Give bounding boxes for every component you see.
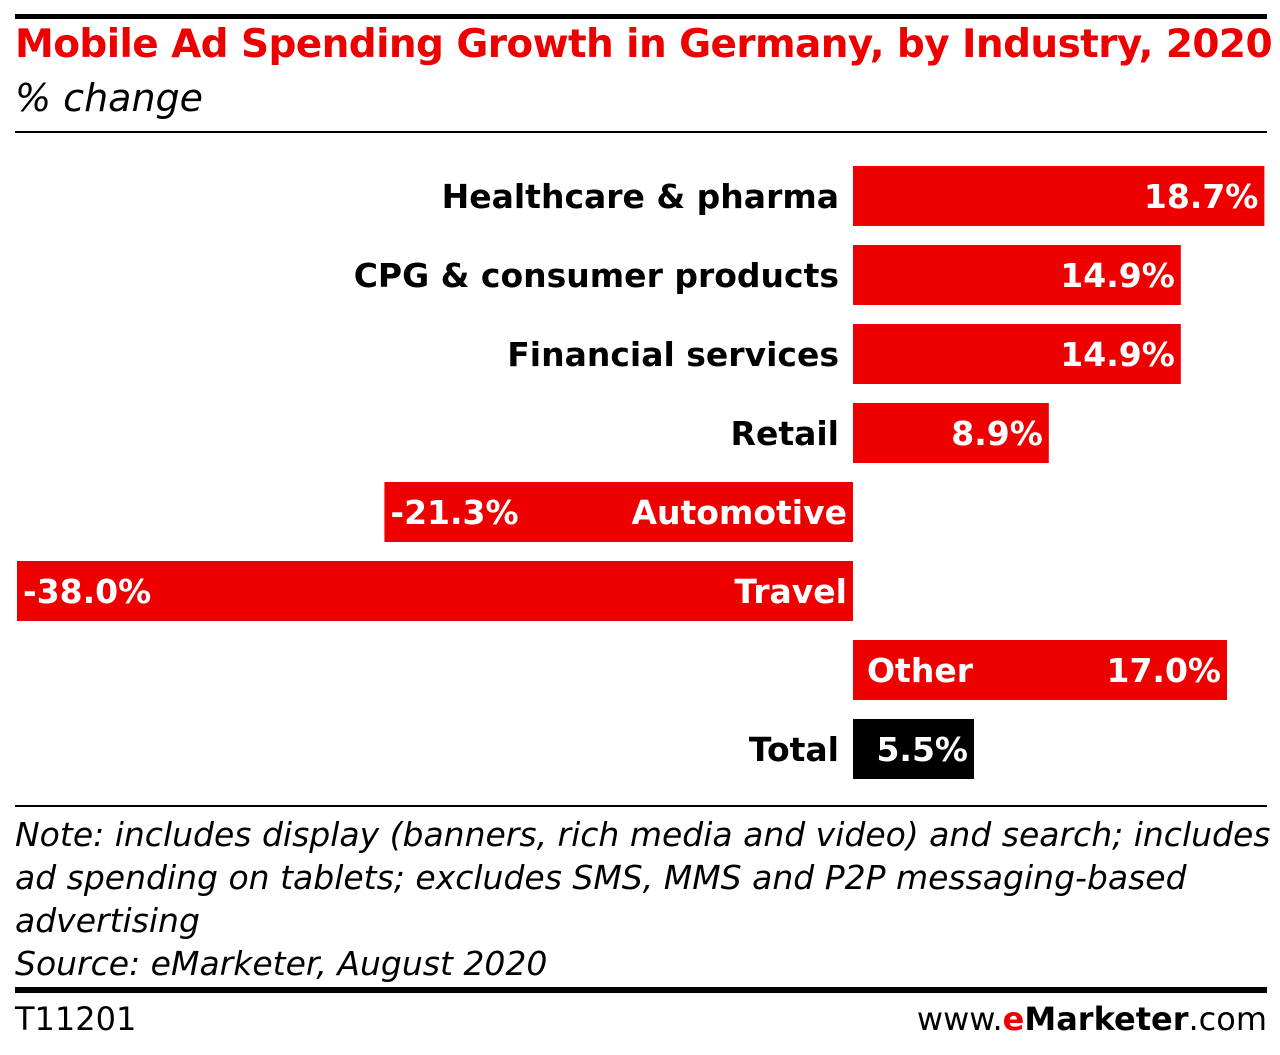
- footer-rule: [15, 987, 1267, 993]
- category-label: Total: [749, 730, 839, 769]
- bar: [384, 482, 853, 542]
- value-label: 8.9%: [951, 414, 1043, 453]
- bar: [853, 403, 1049, 463]
- category-label: Healthcare & pharma: [442, 177, 839, 216]
- chart-title: Mobile Ad Spending Growth in Germany, by…: [15, 22, 1273, 67]
- category-label: Other: [867, 651, 974, 690]
- bar: [853, 166, 1265, 226]
- bar: [17, 561, 853, 621]
- note-line: ad spending on tablets; excludes SMS, MM…: [15, 858, 1187, 897]
- header-rule: [15, 131, 1267, 133]
- value-label: 18.7%: [1144, 177, 1259, 216]
- category-label: Automotive: [631, 493, 847, 532]
- category-label: CPG & consumer products: [354, 256, 839, 295]
- source-line: Source: eMarketer, August 2020: [15, 944, 548, 983]
- brand-e: e: [1002, 1000, 1025, 1038]
- chart-subtitle: % change: [15, 76, 204, 120]
- brand-prefix: www.: [916, 1000, 1003, 1038]
- brand-logo[interactable]: www.eMarketer.com: [917, 1000, 1267, 1038]
- chart-note: Note: includes display (banners, rich me…: [15, 813, 1271, 985]
- value-label: 17.0%: [1107, 651, 1222, 690]
- chart-id: T11201: [15, 1000, 137, 1038]
- value-label: -38.0%: [23, 572, 151, 611]
- note-line: Note: includes display (banners, rich me…: [15, 815, 1271, 854]
- bar: [853, 324, 1181, 384]
- brand-name: Marketer: [1024, 1000, 1189, 1038]
- note-rule: [15, 805, 1267, 807]
- bar: [853, 245, 1181, 305]
- category-label: Travel: [734, 572, 847, 611]
- category-label: Financial services: [507, 335, 839, 374]
- value-label: 14.9%: [1060, 335, 1175, 374]
- note-line: advertising: [15, 901, 200, 940]
- brand-suffix: .com: [1188, 1000, 1267, 1038]
- bar: [853, 640, 1227, 700]
- bar: [853, 719, 974, 779]
- value-label: -21.3%: [390, 493, 518, 532]
- value-label: 5.5%: [876, 730, 968, 769]
- top-rule: [15, 14, 1267, 19]
- category-label: Retail: [731, 414, 839, 453]
- value-label: 14.9%: [1060, 256, 1175, 295]
- bar-chart: 18.7% Healthcare & pharma 14.9% CPG & consu…: [17, 166, 1265, 779]
